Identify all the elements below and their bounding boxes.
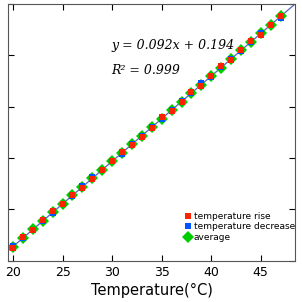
Text: R² = 0.999: R² = 0.999 [111,64,180,77]
temperature decrease [61,202,64,206]
Line: temperature rise: temperature rise [10,12,284,251]
average [11,245,15,248]
temperature decrease [71,194,74,198]
temperature rise [160,115,163,119]
temperature rise [279,14,282,18]
temperature decrease [219,65,223,69]
temperature rise [21,235,25,239]
temperature decrease [100,169,104,172]
temperature rise [91,177,94,181]
temperature decrease [51,211,54,215]
temperature rise [61,202,64,206]
temperature rise [31,228,35,232]
Line: average: average [8,12,285,251]
average [239,49,243,52]
temperature decrease [130,143,134,146]
temperature rise [81,186,84,190]
average [21,236,25,240]
average [140,134,144,137]
average [219,66,223,69]
average [51,210,54,214]
temperature rise [150,126,154,130]
temperature rise [130,143,134,146]
temperature decrease [209,75,213,79]
average [249,40,253,44]
temperature rise [11,246,15,250]
temperature decrease [249,40,253,43]
temperature rise [120,150,124,153]
temperature rise [51,209,54,213]
temperature rise [259,33,263,37]
temperature rise [190,90,193,94]
temperature decrease [150,125,154,128]
temperature rise [170,109,173,113]
average [200,83,203,86]
average [41,219,45,223]
average [110,159,114,163]
temperature rise [249,39,253,42]
temperature decrease [120,152,124,155]
temperature rise [180,100,183,104]
temperature rise [209,74,213,78]
temperature rise [269,23,272,27]
temperature rise [239,49,243,52]
temperature decrease [81,184,84,188]
temperature decrease [269,23,272,27]
temperature rise [200,84,203,88]
average [150,125,154,129]
temperature decrease [91,176,94,179]
temperature decrease [239,49,243,53]
X-axis label: Temperature(°C): Temperature(°C) [91,283,213,298]
average [91,177,94,180]
average [190,91,193,95]
temperature decrease [11,244,15,248]
temperature decrease [180,99,183,103]
average [130,143,134,146]
average [71,194,74,197]
temperature decrease [229,57,233,61]
temperature decrease [190,92,193,95]
temperature rise [71,194,74,197]
average [100,168,104,172]
average [81,185,84,189]
temperature rise [219,64,223,68]
average [279,14,282,18]
temperature decrease [160,117,163,121]
average [269,23,272,27]
temperature decrease [140,134,144,138]
temperature rise [140,135,144,139]
temperature decrease [200,82,203,85]
Line: temperature decrease: temperature decrease [10,14,284,249]
temperature rise [100,168,104,172]
temperature rise [110,159,114,162]
temperature decrease [110,159,114,163]
average [31,228,35,231]
Legend: temperature rise, temperature decrease, average: temperature rise, temperature decrease, … [181,208,298,246]
temperature decrease [31,229,35,232]
average [259,32,263,35]
temperature decrease [41,219,45,223]
Text: y = 0.092x + 0.194: y = 0.092x + 0.194 [111,39,235,52]
average [120,151,124,155]
temperature rise [229,58,233,62]
average [229,57,233,61]
temperature decrease [259,31,263,35]
temperature decrease [279,16,282,20]
temperature decrease [170,108,173,112]
average [61,202,64,206]
temperature rise [41,218,45,222]
temperature decrease [21,236,25,240]
average [160,117,163,120]
average [170,108,173,112]
average [180,100,183,104]
average [209,74,213,78]
